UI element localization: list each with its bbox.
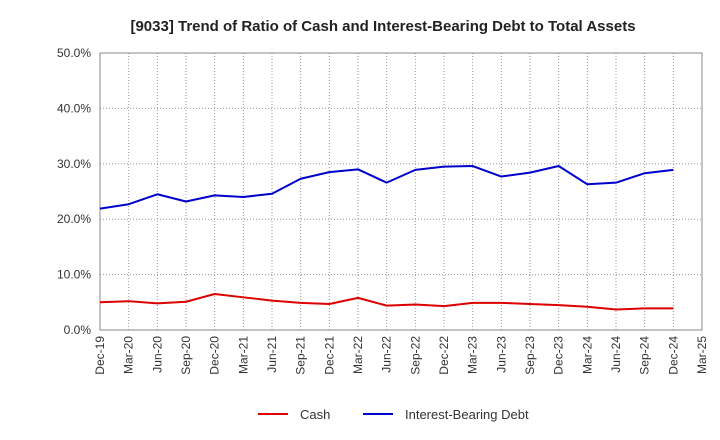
x-tick-label: Jun-23 (494, 336, 508, 373)
x-tick-label: Jun-21 (265, 336, 279, 373)
y-tick-label: 20.0% (57, 212, 91, 226)
x-tick-label: Dec-19 (93, 336, 107, 375)
x-tick-label: Mar-20 (122, 336, 136, 374)
legend-label-cash: Cash (300, 407, 330, 422)
y-axis: 0.0% 10.0% 20.0% 30.0% 40.0% 50.0% (57, 46, 91, 337)
y-tick-label: 40.0% (57, 101, 91, 115)
series-line-cash (99, 292, 674, 311)
x-tick-label: Mar-23 (466, 336, 480, 374)
x-tick-label: Mar-21 (236, 336, 250, 374)
x-tick-label: Sep-24 (638, 336, 652, 375)
x-axis: Dec-19 Mar-20 Jun-20 Sep-20 Dec-20 Mar-21 Jun-… (93, 336, 709, 375)
x-tick-label: Dec-21 (322, 336, 336, 375)
x-tick-label: Sep-22 (408, 336, 422, 375)
x-tick-label: Sep-20 (179, 336, 193, 375)
y-tick-label: 0.0% (64, 323, 92, 337)
legend-label-interest-bearing-debt: Interest-Bearing Debt (405, 407, 529, 422)
x-tick-label: Sep-23 (523, 336, 537, 375)
series-line-interest-bearing-debt (99, 165, 674, 210)
x-tick-label: Jun-22 (380, 336, 394, 373)
x-tick-label: Jun-20 (150, 336, 164, 373)
x-tick-label: Mar-25 (695, 336, 709, 374)
x-tick-label: Dec-24 (666, 336, 680, 375)
y-tick-label: 50.0% (57, 46, 91, 60)
x-tick-label: Mar-24 (580, 336, 594, 374)
y-tick-label: 10.0% (57, 268, 91, 282)
x-tick-label: Mar-22 (351, 336, 365, 374)
x-tick-label: Sep-21 (294, 336, 308, 375)
series-group (99, 165, 674, 311)
grid (99, 52, 703, 331)
plot-area (99, 52, 703, 331)
x-tick-label: Dec-22 (437, 336, 451, 375)
x-tick-label: Dec-23 (552, 336, 566, 375)
chart-title: [9033] Trend of Ratio of Cash and Intere… (130, 18, 635, 35)
x-tick-label: Dec-20 (208, 336, 222, 375)
legend: Cash Interest-Bearing Debt (258, 407, 529, 422)
x-tick-label: Jun-24 (609, 336, 623, 373)
y-tick-label: 30.0% (57, 157, 91, 171)
